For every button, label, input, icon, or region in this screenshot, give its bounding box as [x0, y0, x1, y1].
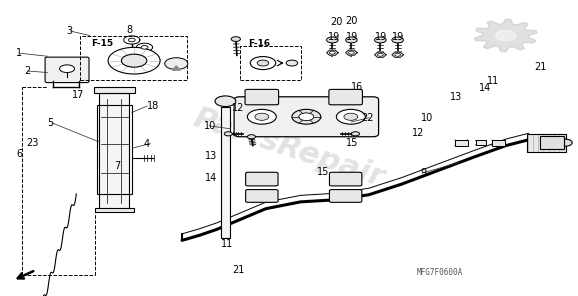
Bar	[527, 134, 566, 152]
Circle shape	[128, 38, 135, 42]
Text: 17: 17	[72, 90, 84, 100]
Text: 15: 15	[317, 167, 329, 177]
Bar	[540, 136, 564, 149]
Text: 1: 1	[16, 48, 23, 58]
FancyBboxPatch shape	[246, 190, 278, 202]
Text: 9: 9	[421, 168, 427, 178]
Text: 23: 23	[26, 138, 38, 148]
Circle shape	[165, 58, 188, 70]
Circle shape	[395, 53, 401, 56]
Circle shape	[327, 37, 338, 43]
Circle shape	[121, 54, 147, 67]
Bar	[97, 105, 132, 194]
Bar	[80, 36, 187, 80]
Circle shape	[247, 110, 276, 124]
Text: 13: 13	[205, 151, 217, 161]
Circle shape	[224, 132, 232, 136]
Text: 3: 3	[66, 26, 73, 36]
Polygon shape	[172, 66, 180, 70]
Text: 7: 7	[114, 161, 121, 171]
Text: 19: 19	[328, 32, 340, 42]
Text: 20: 20	[331, 17, 343, 27]
Circle shape	[286, 60, 298, 66]
Circle shape	[329, 51, 335, 54]
Bar	[455, 140, 468, 146]
Circle shape	[336, 110, 365, 124]
Text: 16: 16	[351, 82, 364, 92]
Circle shape	[231, 37, 240, 41]
Polygon shape	[392, 52, 403, 57]
Text: PartsRepair: PartsRepair	[190, 103, 388, 193]
FancyBboxPatch shape	[329, 89, 362, 105]
Circle shape	[349, 51, 354, 54]
Text: 11: 11	[221, 239, 233, 249]
Text: 14: 14	[205, 173, 217, 183]
Text: 19: 19	[392, 32, 404, 42]
Polygon shape	[375, 52, 386, 57]
Text: 19: 19	[375, 32, 387, 42]
Text: 13: 13	[450, 92, 462, 102]
Text: 14: 14	[479, 83, 491, 93]
Circle shape	[375, 37, 386, 43]
Circle shape	[250, 57, 276, 70]
Text: 10: 10	[421, 113, 433, 123]
Bar	[221, 107, 230, 238]
Text: 4: 4	[143, 139, 150, 149]
Text: 19: 19	[346, 32, 358, 42]
Circle shape	[292, 110, 321, 124]
Text: 11: 11	[487, 75, 499, 86]
Text: 15: 15	[346, 138, 358, 148]
FancyBboxPatch shape	[329, 190, 362, 202]
Circle shape	[247, 135, 255, 139]
Text: 6: 6	[16, 149, 23, 159]
Circle shape	[108, 47, 160, 74]
Bar	[492, 140, 505, 146]
Text: 20: 20	[346, 16, 358, 26]
FancyBboxPatch shape	[245, 89, 279, 105]
Circle shape	[495, 30, 516, 41]
Text: 10: 10	[203, 121, 216, 131]
Polygon shape	[327, 50, 338, 55]
Text: 21: 21	[232, 265, 244, 275]
Circle shape	[257, 60, 269, 66]
Circle shape	[351, 132, 360, 136]
Text: F-15: F-15	[91, 39, 113, 48]
Circle shape	[215, 96, 236, 107]
Circle shape	[141, 46, 148, 49]
Bar	[240, 46, 301, 80]
Bar	[94, 87, 135, 93]
Circle shape	[346, 37, 357, 43]
Polygon shape	[475, 19, 537, 52]
Polygon shape	[346, 50, 357, 55]
Text: 18: 18	[147, 101, 159, 111]
Text: 8: 8	[126, 25, 132, 35]
FancyBboxPatch shape	[45, 57, 89, 83]
FancyBboxPatch shape	[234, 97, 379, 137]
Circle shape	[377, 53, 383, 56]
Circle shape	[558, 139, 572, 146]
Circle shape	[344, 113, 358, 120]
Bar	[476, 140, 486, 145]
Bar	[95, 208, 134, 212]
Text: F-16: F-16	[249, 39, 271, 48]
Text: 5: 5	[47, 118, 54, 128]
Text: 12: 12	[232, 103, 244, 113]
Text: 21: 21	[535, 62, 547, 73]
Bar	[99, 93, 129, 209]
FancyBboxPatch shape	[329, 172, 362, 186]
Text: 22: 22	[361, 113, 374, 123]
Circle shape	[299, 113, 314, 121]
Text: 12: 12	[412, 128, 424, 138]
Circle shape	[60, 65, 75, 73]
FancyBboxPatch shape	[246, 172, 278, 186]
Text: 2: 2	[24, 66, 31, 76]
Circle shape	[255, 113, 269, 120]
Text: MFG7F0600A: MFG7F0600A	[416, 268, 462, 277]
Circle shape	[392, 37, 403, 43]
